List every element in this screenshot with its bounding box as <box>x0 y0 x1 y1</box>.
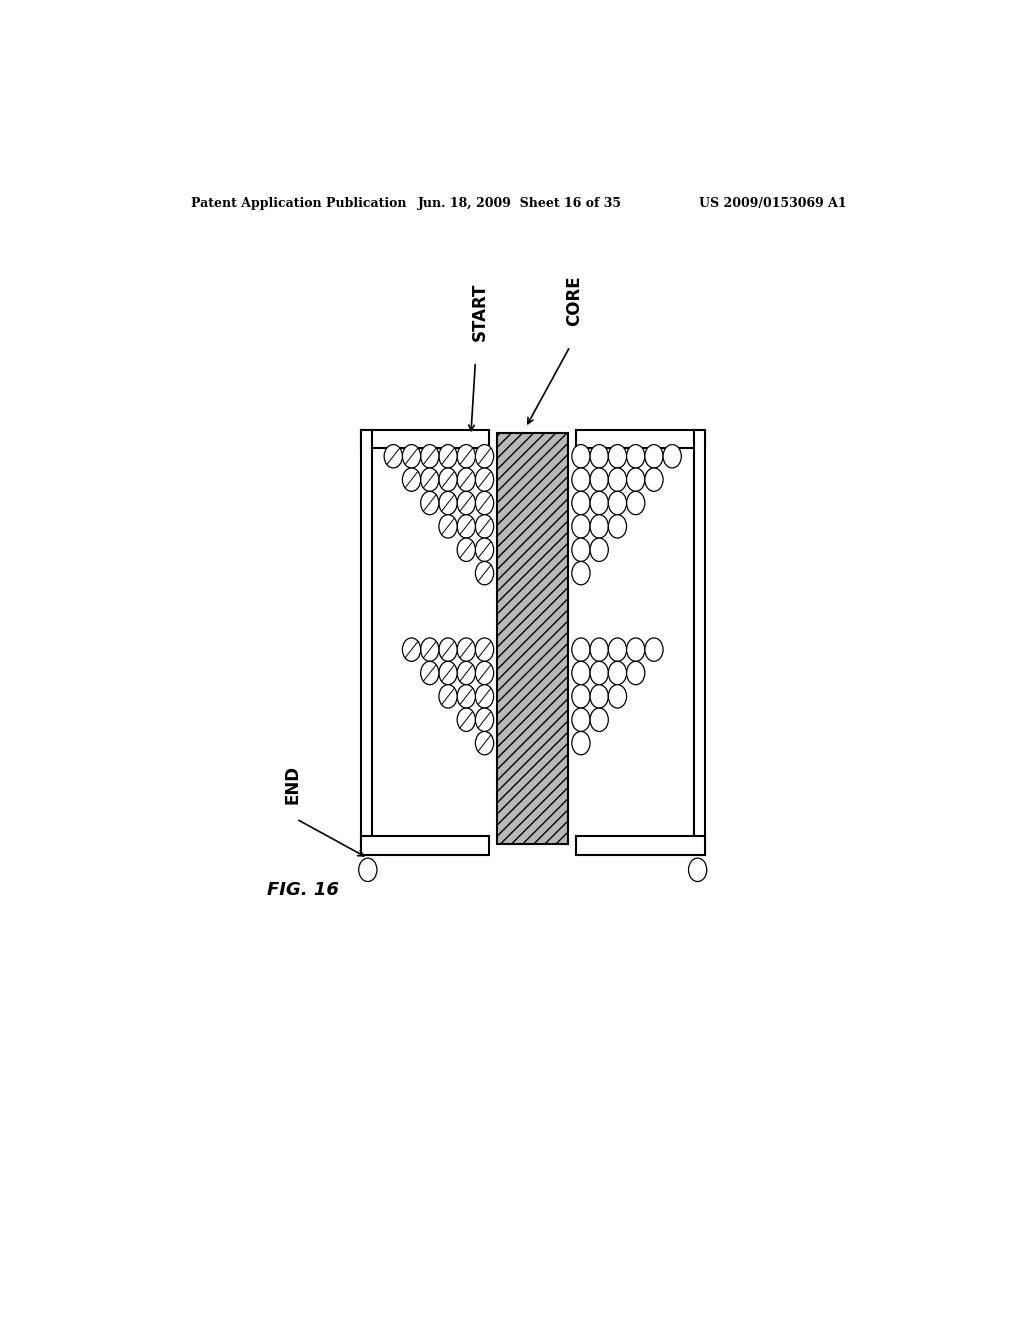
Bar <box>360 430 489 447</box>
Circle shape <box>475 491 494 515</box>
Circle shape <box>664 445 681 469</box>
Circle shape <box>421 469 439 491</box>
Circle shape <box>571 708 590 731</box>
Circle shape <box>590 515 608 539</box>
Circle shape <box>645 469 664 491</box>
Circle shape <box>475 731 494 755</box>
Circle shape <box>571 491 590 515</box>
Circle shape <box>590 469 608 491</box>
Circle shape <box>358 858 377 882</box>
Circle shape <box>571 539 590 561</box>
Circle shape <box>571 638 590 661</box>
Circle shape <box>457 708 475 731</box>
Circle shape <box>439 515 457 539</box>
Circle shape <box>590 685 608 708</box>
Circle shape <box>608 469 627 491</box>
Circle shape <box>475 515 494 539</box>
Circle shape <box>439 445 457 469</box>
Circle shape <box>421 445 439 469</box>
Circle shape <box>475 685 494 708</box>
Circle shape <box>439 491 457 515</box>
Circle shape <box>608 445 627 469</box>
Circle shape <box>627 445 645 469</box>
Circle shape <box>421 661 439 685</box>
Circle shape <box>475 561 494 585</box>
Circle shape <box>457 539 475 561</box>
Circle shape <box>608 491 627 515</box>
Circle shape <box>402 469 421 491</box>
Circle shape <box>590 708 608 731</box>
Circle shape <box>457 661 475 685</box>
Bar <box>497 433 568 845</box>
Circle shape <box>627 469 645 491</box>
Bar <box>577 837 705 854</box>
Circle shape <box>457 491 475 515</box>
Circle shape <box>457 445 475 469</box>
Circle shape <box>439 685 457 708</box>
Circle shape <box>571 561 590 585</box>
Circle shape <box>475 445 494 469</box>
Bar <box>360 430 372 854</box>
Circle shape <box>475 638 494 661</box>
Circle shape <box>590 539 608 561</box>
Circle shape <box>457 469 475 491</box>
Text: Jun. 18, 2009  Sheet 16 of 35: Jun. 18, 2009 Sheet 16 of 35 <box>418 197 622 210</box>
Circle shape <box>645 638 664 661</box>
Circle shape <box>590 491 608 515</box>
Circle shape <box>608 515 627 539</box>
Circle shape <box>627 638 645 661</box>
Circle shape <box>439 638 457 661</box>
Text: US 2009/0153069 A1: US 2009/0153069 A1 <box>699 197 847 210</box>
Text: START: START <box>471 282 489 342</box>
Text: FIG. 16: FIG. 16 <box>267 882 339 899</box>
Bar <box>693 430 705 854</box>
Circle shape <box>608 638 627 661</box>
Circle shape <box>475 539 494 561</box>
Circle shape <box>457 515 475 539</box>
Circle shape <box>627 491 645 515</box>
Circle shape <box>627 661 645 685</box>
Circle shape <box>421 491 439 515</box>
Circle shape <box>571 661 590 685</box>
Circle shape <box>475 469 494 491</box>
Circle shape <box>688 858 707 882</box>
Text: END: END <box>284 764 301 804</box>
Text: CORE: CORE <box>565 276 583 326</box>
Circle shape <box>421 638 439 661</box>
Circle shape <box>571 685 590 708</box>
Circle shape <box>571 515 590 539</box>
Circle shape <box>439 661 457 685</box>
Circle shape <box>402 445 421 469</box>
Circle shape <box>571 731 590 755</box>
Circle shape <box>608 661 627 685</box>
Circle shape <box>571 469 590 491</box>
Circle shape <box>590 638 608 661</box>
Circle shape <box>475 661 494 685</box>
Circle shape <box>608 685 627 708</box>
Circle shape <box>590 661 608 685</box>
Circle shape <box>571 445 590 469</box>
Circle shape <box>590 445 608 469</box>
Circle shape <box>457 638 475 661</box>
Circle shape <box>475 708 494 731</box>
Circle shape <box>457 685 475 708</box>
Circle shape <box>384 445 402 469</box>
Circle shape <box>439 469 457 491</box>
Text: Patent Application Publication: Patent Application Publication <box>191 197 407 210</box>
Bar <box>360 837 489 854</box>
Circle shape <box>645 445 664 469</box>
Circle shape <box>402 638 421 661</box>
Bar <box>577 430 705 447</box>
